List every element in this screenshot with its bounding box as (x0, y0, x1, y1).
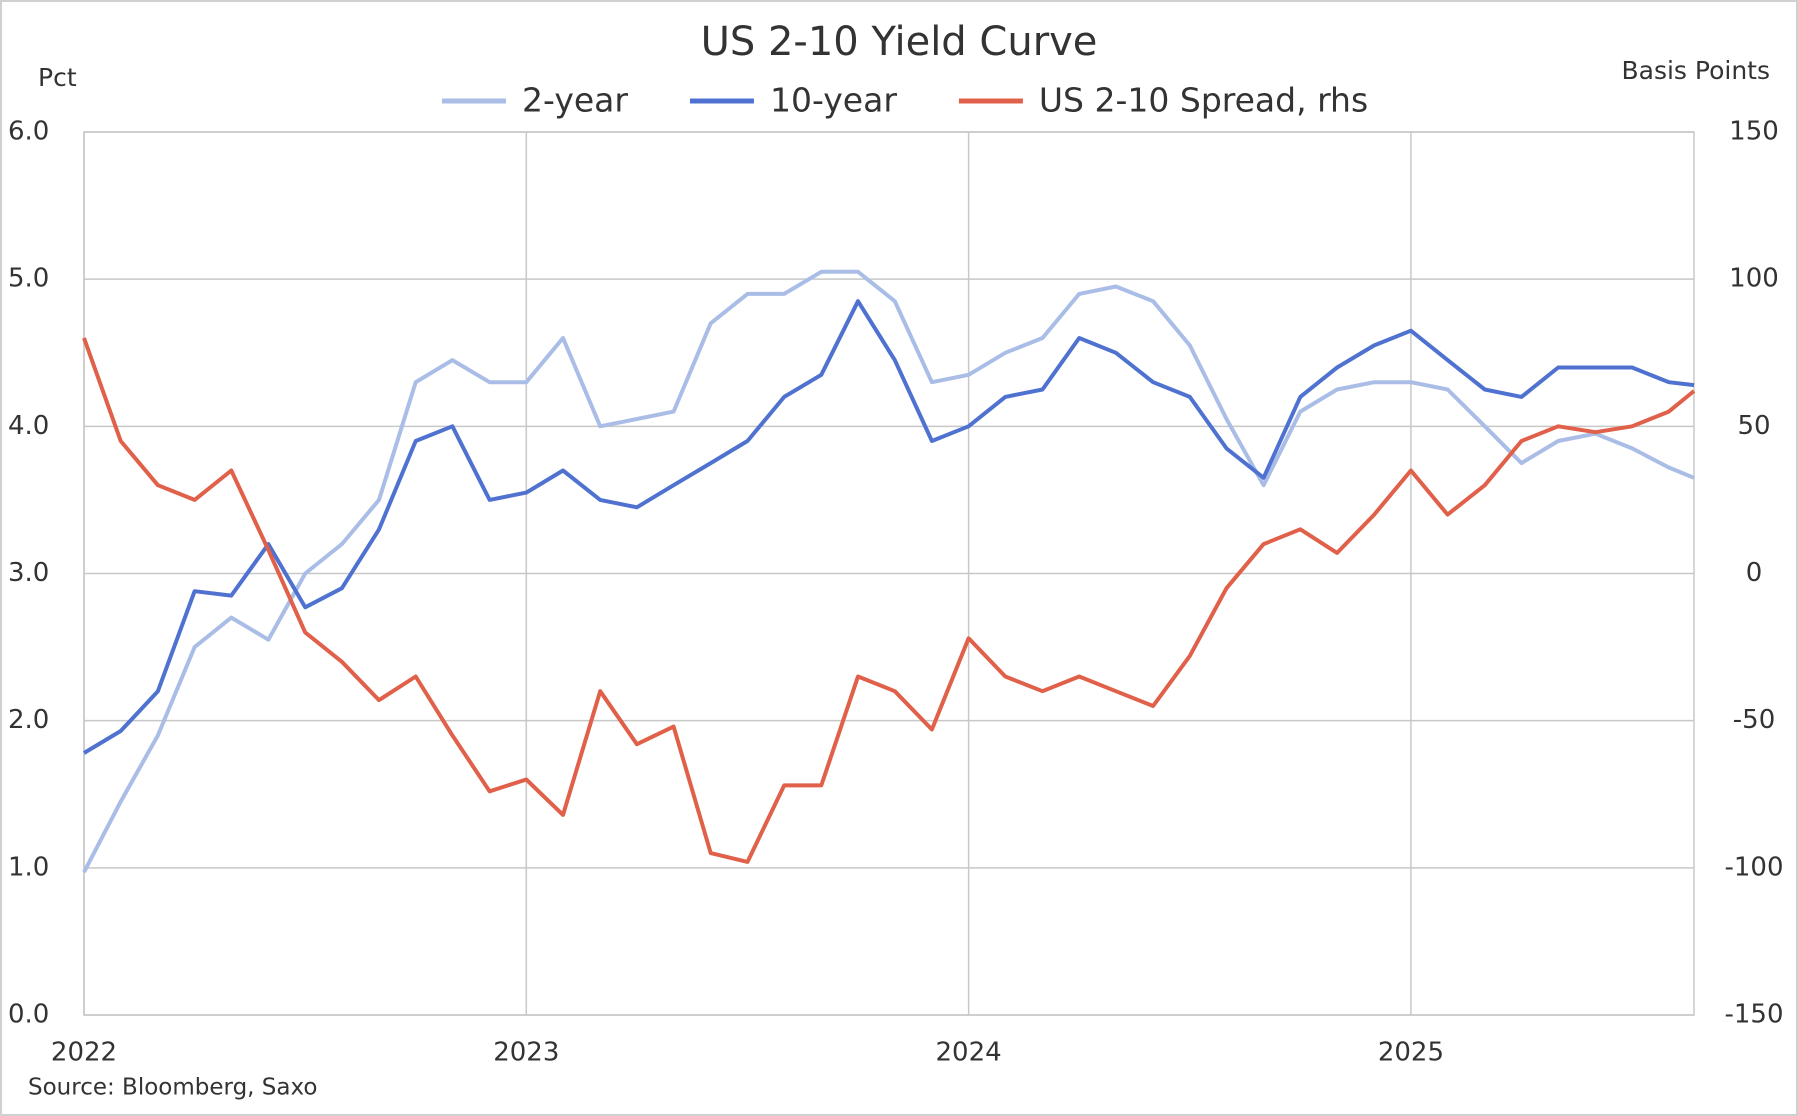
plot-border (83, 131, 1695, 1016)
legend-label: 2-year (522, 81, 628, 120)
y2-tick-label: -50 (1733, 705, 1775, 735)
y-tick-label: 4.0 (8, 411, 49, 441)
legend-label: US 2-10 Spread, rhs (1039, 81, 1368, 120)
x-tick-label: 2025 (1378, 1038, 1444, 1068)
y2-axis-label: Basis Points (1621, 56, 1770, 85)
y-tick-label: 5.0 (8, 264, 49, 294)
x-tick-label: 2022 (51, 1038, 117, 1068)
x-tick-label: 2024 (936, 1038, 1002, 1068)
legend-label: 10-year (770, 81, 897, 120)
y2-tick-label: 150 (1729, 117, 1779, 147)
y-tick-label: 2.0 (8, 705, 49, 735)
series-line (82, 269, 1695, 874)
x-tick-label: 2023 (493, 1038, 559, 1068)
source-note: Source: Bloomberg, Saxo (28, 1075, 317, 1101)
legend: 2-year 10-year US 2-10 Spread, rhs (442, 81, 1368, 120)
y2-tick-label: 50 (1737, 411, 1770, 441)
y-tick-label: 6.0 (8, 117, 49, 147)
y2-tick-label: 0 (1746, 558, 1763, 588)
chart-title: US 2-10 Yield Curve (701, 19, 1098, 65)
series-line (82, 299, 1695, 755)
y2-tick-label: -100 (1724, 852, 1783, 882)
y-tick-label: 3.0 (8, 558, 49, 588)
y2-tick-label: -150 (1724, 1000, 1783, 1030)
y-tick-label: 0.0 (8, 1000, 49, 1030)
y-tick-label: 1.0 (8, 852, 49, 882)
y-axis-label: Pct (38, 63, 77, 92)
series-line (82, 337, 1696, 864)
y2-tick-label: 100 (1729, 264, 1779, 294)
